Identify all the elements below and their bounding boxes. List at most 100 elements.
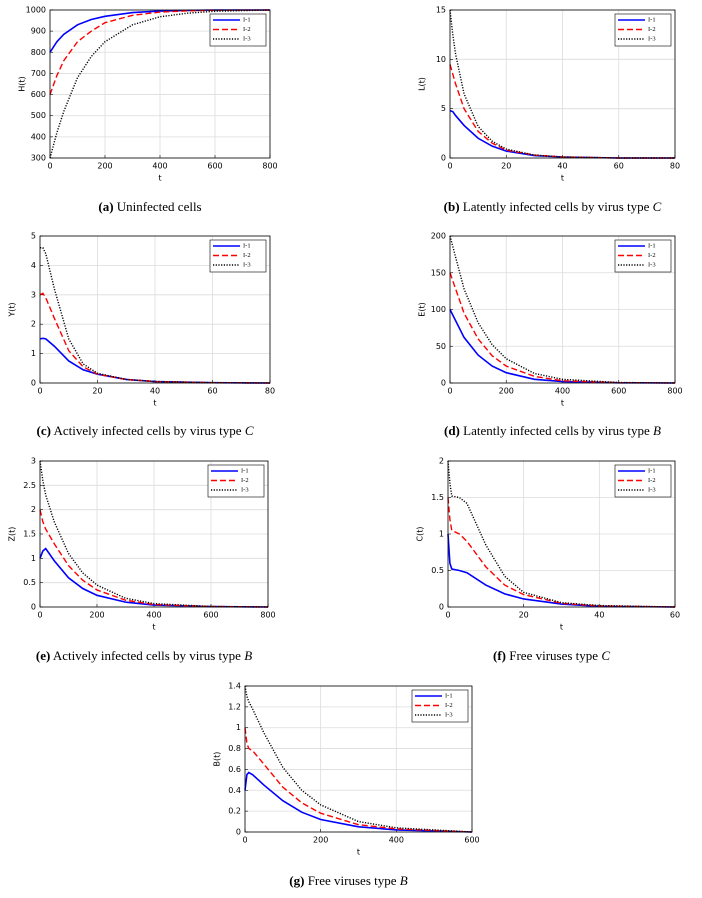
- caption-variable: C: [601, 648, 610, 663]
- legend-label: I-3: [648, 261, 656, 268]
- caption-panel: (c): [37, 423, 51, 438]
- caption-text: Latently infected cells by virus type: [463, 199, 650, 214]
- y-tick-label: 0.5: [431, 566, 444, 575]
- series-line: [49, 9, 271, 95]
- x-tick-label: 40: [150, 387, 160, 396]
- x-axis-label: t: [561, 399, 564, 408]
- legend-label: I-3: [243, 261, 251, 268]
- legend-label: I-3: [445, 711, 453, 718]
- series-line: [39, 509, 269, 608]
- y-tick-label: 0: [31, 603, 36, 612]
- caption-panel: (b): [444, 199, 460, 214]
- y-tick-label: 1.4: [228, 682, 241, 691]
- axes-frame: [449, 9, 676, 159]
- legend-label: I-2: [648, 477, 656, 484]
- y-tick-label: 500: [31, 111, 46, 120]
- legend-label: I-3: [648, 35, 656, 42]
- axes-frame: [244, 685, 473, 833]
- x-tick-label: 600: [207, 162, 222, 171]
- y-tick-label: 400: [31, 132, 46, 141]
- caption: (b) Latently infected cells by virus typ…: [444, 199, 662, 214]
- y-tick-label: 1: [31, 349, 36, 358]
- y-tick-label: 700: [31, 69, 46, 78]
- y-tick-label: 2: [31, 505, 36, 514]
- series-line: [244, 727, 473, 833]
- series-line: [39, 292, 271, 384]
- y-tick-label: 1: [439, 530, 444, 539]
- y-tick-label: 2: [31, 320, 36, 329]
- x-tick-label: 40: [557, 162, 567, 171]
- x-tick-label: 0: [37, 387, 42, 396]
- x-tick-label: 20: [519, 611, 529, 620]
- caption: (d) Latently infected cells by virus typ…: [444, 423, 661, 438]
- y-axis-label: B(t): [213, 752, 222, 767]
- legend-label: I-2: [648, 26, 656, 33]
- series-line: [49, 9, 271, 159]
- x-tick-label: 600: [464, 836, 479, 845]
- caption: (a) Uninfected cells: [98, 199, 201, 214]
- x-tick-label: 20: [92, 387, 102, 396]
- legend-label: I-2: [241, 477, 249, 484]
- x-tick-label: 80: [265, 387, 275, 396]
- series-line: [449, 235, 676, 384]
- y-tick-label: 0.6: [228, 765, 241, 774]
- caption-variable: C: [245, 423, 254, 438]
- y-tick-label: 5: [31, 232, 36, 241]
- y-tick-label: 4: [31, 261, 36, 270]
- y-tick-label: 2: [439, 457, 444, 466]
- y-tick-label: 1: [236, 723, 241, 732]
- legend-label: I-2: [648, 252, 656, 259]
- y-tick-label: 5: [441, 104, 446, 113]
- axes-frame: [39, 460, 269, 608]
- x-tick-label: 0: [447, 387, 452, 396]
- y-tick-label: 900: [31, 27, 46, 36]
- x-tick-label: 800: [262, 162, 277, 171]
- y-axis-label: C(t): [416, 527, 425, 542]
- x-tick-label: 60: [614, 162, 624, 171]
- caption-variable: B: [653, 423, 661, 438]
- x-tick-label: 200: [499, 387, 514, 396]
- x-axis-label: t: [561, 174, 564, 183]
- x-tick-label: 0: [47, 162, 52, 171]
- x-axis-label: t: [153, 399, 156, 408]
- y-tick-label: 0: [441, 154, 446, 163]
- y-tick-label: 800: [31, 48, 46, 57]
- caption-panel: (e): [36, 648, 50, 663]
- series-line: [39, 547, 269, 608]
- x-tick-label: 200: [89, 611, 104, 620]
- y-tick-label: 0.5: [23, 578, 36, 587]
- legend-label: I-1: [648, 467, 656, 474]
- caption-text: Uninfected cells: [117, 199, 202, 214]
- legend-label: I-2: [445, 702, 453, 709]
- caption-text: Free viruses type: [509, 648, 598, 663]
- y-tick-label: 0.4: [228, 786, 241, 795]
- y-tick-label: 300: [31, 154, 46, 163]
- caption: (f) Free viruses type C: [493, 648, 610, 663]
- x-tick-label: 800: [260, 611, 275, 620]
- x-tick-label: 600: [611, 387, 626, 396]
- y-axis-label: Z(t): [8, 527, 17, 542]
- y-tick-label: 0.8: [228, 744, 241, 753]
- y-tick-label: 1.5: [431, 493, 444, 502]
- y-tick-label: 150: [431, 268, 446, 277]
- legend-label: I-1: [243, 16, 251, 23]
- y-tick-label: 2.5: [23, 481, 36, 490]
- x-tick-label: 40: [594, 611, 604, 620]
- legend-label: I-1: [241, 467, 249, 474]
- caption-panel: (a): [98, 199, 113, 214]
- series-line: [244, 771, 473, 833]
- y-tick-label: 50: [436, 342, 446, 351]
- x-axis-label: t: [158, 174, 161, 183]
- y-tick-label: 0: [439, 603, 444, 612]
- legend-label: I-1: [243, 242, 251, 249]
- y-tick-label: 0: [441, 379, 446, 388]
- y-axis-label: L(t): [418, 77, 427, 91]
- x-tick-label: 400: [389, 836, 404, 845]
- y-tick-label: 600: [31, 90, 46, 99]
- y-tick-label: 200: [431, 232, 446, 241]
- caption: (e) Actively infected cells by virus typ…: [36, 648, 252, 663]
- y-tick-label: 1: [31, 554, 36, 563]
- caption-panel: (d): [444, 423, 460, 438]
- axes-frame: [49, 9, 271, 159]
- caption-variable: B: [400, 873, 408, 888]
